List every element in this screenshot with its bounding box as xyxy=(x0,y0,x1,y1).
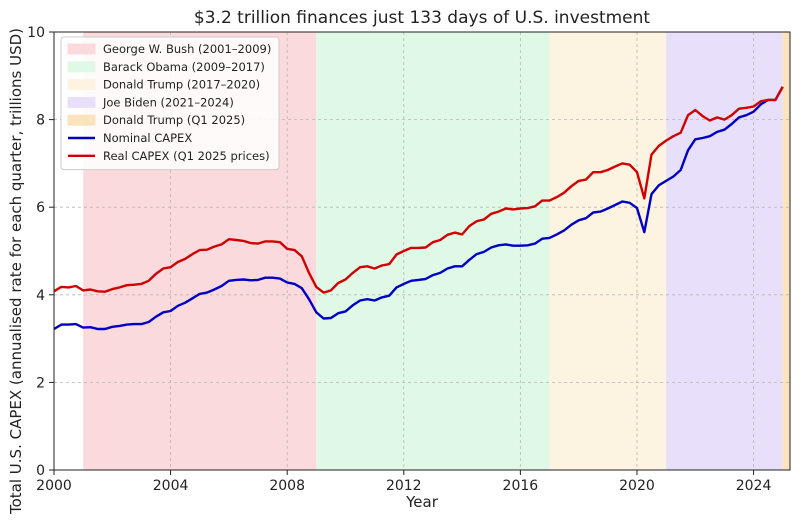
x-axis-ticks: 2000 2004 2008 2012 2016 2020 2024 xyxy=(36,470,771,494)
y-tick-label: 0 xyxy=(36,463,45,479)
legend-swatch-patch xyxy=(67,96,96,108)
legend-swatch-patch xyxy=(67,43,96,55)
legend-label: Barack Obama (2009–2017) xyxy=(103,60,265,74)
legend-label: George W. Bush (2001–2009) xyxy=(103,42,271,56)
series-line-2 xyxy=(53,86,784,294)
x-tick-label: 2012 xyxy=(386,478,422,494)
x-tick-label: 2020 xyxy=(619,478,655,494)
shaded-period-4 xyxy=(666,32,783,470)
y-tick-label: 2 xyxy=(36,375,45,391)
x-tick-label: 2008 xyxy=(269,478,305,494)
x-tick-label: 2024 xyxy=(736,478,772,494)
legend-label: Donald Trump (Q1 2025) xyxy=(103,113,245,127)
legend-label: Real CAPEX (Q1 2025 prices) xyxy=(103,149,270,163)
y-tick-label: 6 xyxy=(36,200,45,216)
chart-title: $3.2 trillion finances just 133 days of … xyxy=(194,8,650,28)
legend-label: Donald Trump (2017–2020) xyxy=(103,78,260,92)
y-axis-ticks: 0 2 4 6 8 10 xyxy=(27,25,54,479)
legend-swatch-patch xyxy=(67,114,96,126)
legend-label: Nominal CAPEX xyxy=(103,131,192,145)
shaded-period-2 xyxy=(316,32,550,470)
x-tick-label: 2016 xyxy=(503,478,539,494)
x-tick-label: 2000 xyxy=(36,478,72,494)
legend-swatch-patch xyxy=(67,61,96,73)
x-tick-label: 2004 xyxy=(153,478,189,494)
plot-frame xyxy=(53,31,791,471)
legend-box xyxy=(60,36,280,171)
legend: George W. Bush (2001–2009) Barack Obama (… xyxy=(60,36,280,171)
x-axis-title: Year xyxy=(405,493,439,511)
y-tick-label: 10 xyxy=(27,25,45,41)
y-tick-label: 8 xyxy=(36,113,45,129)
legend-label: Joe Biden (2021–2024) xyxy=(102,95,234,109)
y-tick-label: 4 xyxy=(36,288,45,304)
shaded-period-5 xyxy=(782,32,790,470)
y-axis-title: Total U.S. CAPEX (annualised rate for ea… xyxy=(7,28,25,515)
series-line-1 xyxy=(53,86,784,331)
shaded-period-3 xyxy=(549,32,667,470)
legend-swatch-patch xyxy=(67,79,96,91)
data-series xyxy=(53,86,784,331)
